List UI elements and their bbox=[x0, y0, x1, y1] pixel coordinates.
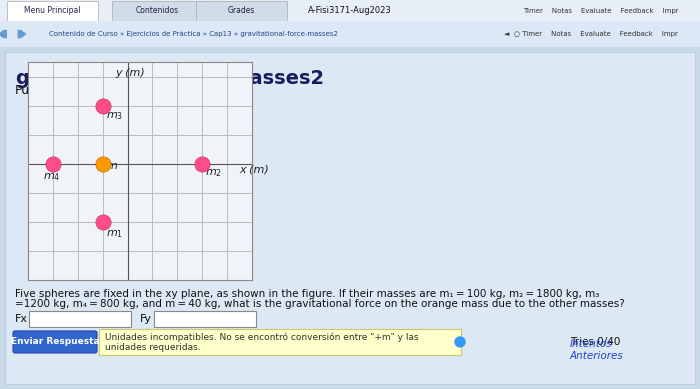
Text: x (m): x (m) bbox=[239, 165, 270, 175]
Point bbox=[97, 219, 108, 225]
Text: Tries 0/40: Tries 0/40 bbox=[570, 337, 620, 347]
Text: $m_1$: $m_1$ bbox=[106, 228, 122, 240]
Text: Fy: Fy bbox=[140, 314, 152, 324]
Text: $m_4$: $m_4$ bbox=[43, 171, 60, 183]
Text: Puntos:10: Puntos:10 bbox=[15, 84, 77, 97]
Text: Contenido de Curso » Ejercicios de Práctica » Cap13 » gravitational-force-masses: Contenido de Curso » Ejercicios de Práct… bbox=[49, 31, 338, 37]
Text: y (m): y (m) bbox=[115, 68, 145, 78]
Text: i: i bbox=[458, 337, 461, 347]
Text: Fx: Fx bbox=[15, 314, 28, 324]
FancyArrow shape bbox=[18, 30, 27, 38]
FancyBboxPatch shape bbox=[99, 329, 461, 355]
Text: gravitational-force-masses2: gravitational-force-masses2 bbox=[15, 69, 324, 88]
Text: $m_3$: $m_3$ bbox=[106, 110, 122, 122]
FancyBboxPatch shape bbox=[112, 2, 203, 21]
Text: Contenidos: Contenidos bbox=[136, 6, 179, 15]
Point bbox=[197, 161, 208, 167]
Circle shape bbox=[455, 337, 465, 347]
Text: A-Fisi3171-Aug2023: A-Fisi3171-Aug2023 bbox=[308, 6, 392, 15]
Point bbox=[48, 161, 59, 167]
Text: $m_2$: $m_2$ bbox=[205, 167, 222, 179]
FancyBboxPatch shape bbox=[0, 0, 700, 21]
Text: =1200 kg, m₄ = 800 kg, and m = 40 kg, what is the gravitational force on the ora: =1200 kg, m₄ = 800 kg, and m = 40 kg, wh… bbox=[15, 299, 624, 309]
FancyArrow shape bbox=[0, 30, 7, 38]
FancyBboxPatch shape bbox=[29, 311, 131, 327]
Text: Menu Principal: Menu Principal bbox=[25, 6, 80, 15]
Text: Unidades incompatibles. No se encontró conversión entre "+m" y las
unidades requ: Unidades incompatibles. No se encontró c… bbox=[105, 332, 419, 352]
FancyBboxPatch shape bbox=[154, 311, 256, 327]
Text: Enviar Respuesta: Enviar Respuesta bbox=[10, 337, 99, 347]
Point bbox=[97, 161, 108, 167]
Text: Five spheres are fixed in the xy plane, as shown in the figure. If their masses : Five spheres are fixed in the xy plane, … bbox=[15, 289, 599, 299]
Text: ◄  ○ Timer    Notas    Evaluate    Feedback    Impr: ◄ ○ Timer Notas Evaluate Feedback Impr bbox=[504, 31, 678, 37]
FancyBboxPatch shape bbox=[196, 2, 287, 21]
Text: Timer    Notas    Evaluate    Feedback    Impr: Timer Notas Evaluate Feedback Impr bbox=[524, 8, 679, 14]
FancyBboxPatch shape bbox=[5, 52, 695, 384]
Point bbox=[97, 103, 108, 109]
Text: Intentos
Anteriores: Intentos Anteriores bbox=[570, 339, 624, 361]
FancyBboxPatch shape bbox=[13, 331, 97, 353]
FancyBboxPatch shape bbox=[7, 2, 98, 21]
Text: Grades: Grades bbox=[228, 6, 256, 15]
Text: $m$: $m$ bbox=[106, 161, 118, 171]
FancyBboxPatch shape bbox=[0, 21, 700, 47]
